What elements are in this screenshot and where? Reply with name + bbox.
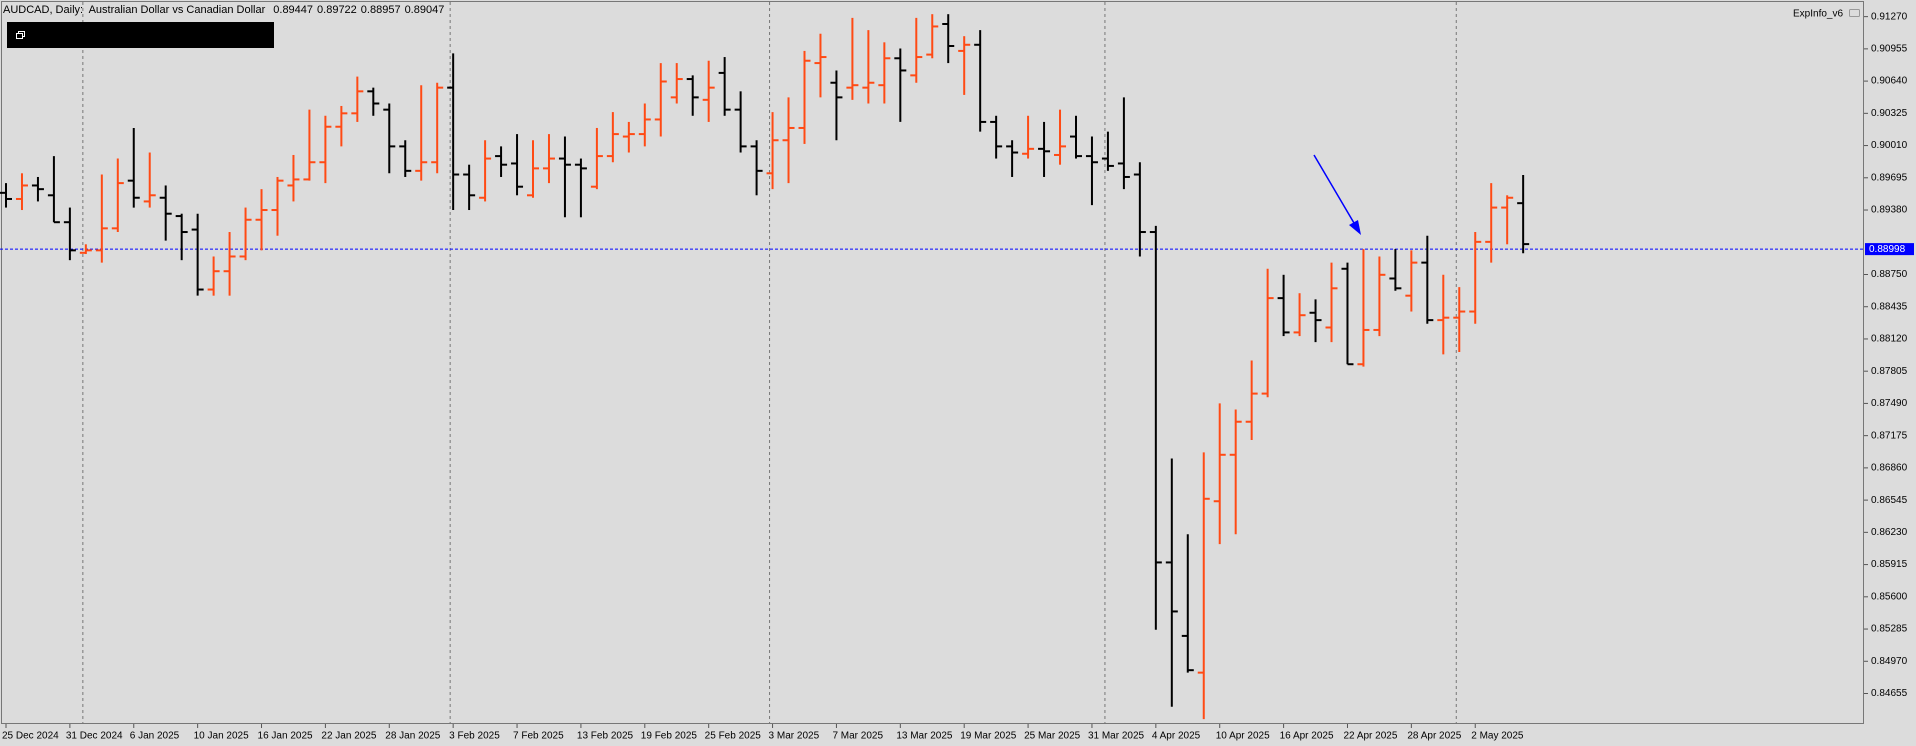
bid-label: 0.88998 (1869, 244, 1906, 255)
plot-frame (1, 1, 1864, 724)
x-tick-label: 13 Feb 2025 (577, 731, 634, 742)
ohlc-open: 0.89447 (273, 4, 313, 16)
x-tick-label: 22 Jan 2025 (321, 731, 376, 742)
y-tick-label: 0.84970 (1871, 656, 1908, 667)
x-tick-label: 13 Mar 2025 (896, 731, 953, 742)
underlay (0, 2, 1864, 724)
x-tick-label: 19 Mar 2025 (960, 731, 1017, 742)
y-tick-label: 0.88750 (1871, 269, 1908, 280)
x-tick-label: 7 Mar 2025 (832, 731, 883, 742)
y-tick-label: 0.86545 (1871, 495, 1908, 506)
indicator-icon (1849, 9, 1860, 17)
y-tick-label: 0.87805 (1871, 366, 1908, 377)
x-tick-label: 3 Mar 2025 (769, 731, 820, 742)
y-tick-label: 0.90010 (1871, 140, 1908, 151)
chart-header: AUDCAD, Daily: Australian Dollar vs Cana… (3, 4, 444, 16)
x-tick-label: 6 Jan 2025 (130, 731, 180, 742)
indicator-label: ExpInfo_v6 (1793, 9, 1843, 20)
y-tick-label: 0.89695 (1871, 172, 1908, 183)
x-tick-label: 31 Mar 2025 (1088, 731, 1145, 742)
y-tick-label: 0.85285 (1871, 624, 1908, 635)
bid-label-box (1865, 243, 1914, 256)
x-tick-label: 25 Feb 2025 (705, 731, 762, 742)
y-tick-label: 0.86230 (1871, 527, 1908, 538)
x-tick-label: 7 Feb 2025 (513, 731, 564, 742)
annotation-arrow (1313, 154, 1361, 235)
x-tick-label: 16 Jan 2025 (258, 731, 313, 742)
y-tick-label: 0.90955 (1871, 44, 1908, 55)
y-tick-label: 0.86860 (1871, 463, 1908, 474)
x-tick-label: 4 Apr 2025 (1152, 731, 1201, 742)
x-tick-label: 25 Mar 2025 (1024, 731, 1081, 742)
y-tick-label: 0.90640 (1871, 76, 1908, 87)
x-tick-label: 10 Jan 2025 (194, 731, 249, 742)
y-tick-label: 0.90325 (1871, 108, 1908, 119)
trade-panel[interactable] (7, 22, 274, 48)
x-tick-label: 31 Dec 2024 (66, 731, 123, 742)
ohlc-high: 0.89722 (317, 4, 357, 16)
x-tick-label: 2 May 2025 (1471, 731, 1524, 742)
x-tick-label: 22 Apr 2025 (1343, 731, 1397, 742)
y-tick-label: 0.88435 (1871, 301, 1908, 312)
x-tick-label: 10 Apr 2025 (1216, 731, 1270, 742)
x-tick-label: 28 Apr 2025 (1407, 731, 1461, 742)
x-tick-label: 28 Jan 2025 (385, 731, 440, 742)
y-tick-label: 0.85600 (1871, 591, 1908, 602)
chart-title: AUDCAD, Daily: Australian Dollar vs Cana… (3, 4, 266, 16)
y-tick-label: 0.89380 (1871, 205, 1908, 216)
x-tick-label: 16 Apr 2025 (1280, 731, 1334, 742)
x-tick-label: 19 Feb 2025 (641, 731, 698, 742)
y-tick-label: 0.85915 (1871, 559, 1908, 570)
panel-icon (16, 31, 25, 39)
ohlc-close: 0.89047 (405, 4, 445, 16)
y-tick-label: 0.88120 (1871, 334, 1908, 345)
ohlc-low: 0.88957 (361, 4, 401, 16)
y-tick-label: 0.87175 (1871, 430, 1908, 441)
x-tick-label: 25 Dec 2024 (2, 731, 59, 742)
x-tick-label: 3 Feb 2025 (449, 731, 500, 742)
y-tick-label: 0.91270 (1871, 11, 1908, 22)
y-tick-label: 0.84655 (1871, 688, 1908, 699)
y-tick-label: 0.87490 (1871, 398, 1908, 409)
